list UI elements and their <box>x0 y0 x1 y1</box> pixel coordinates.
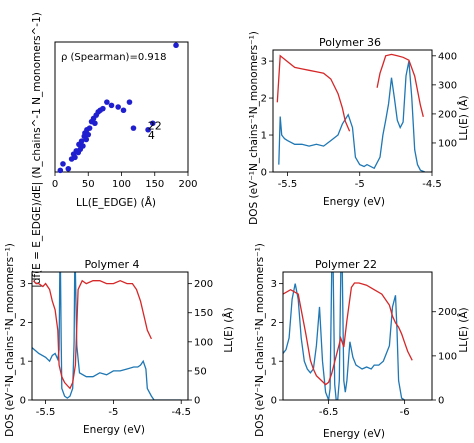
scatter-point <box>173 42 179 49</box>
scatter-panel: |df(E = E_EDGE)/dE| (N_chains^-1 N_monom… <box>31 12 198 288</box>
p36-left-y-tick-label: 1 <box>261 131 267 142</box>
p22-x-tick-label: -6 <box>400 407 410 418</box>
polymer-22-left-y-label: DOS (eV⁻¹N_chains⁻¹N_monomers⁻¹) <box>254 243 266 437</box>
scatter-point <box>85 131 92 138</box>
p4-right-y-tick-label: 150 <box>194 308 213 319</box>
scatter-point <box>57 167 64 174</box>
scatter-point <box>83 136 90 143</box>
p4-left-y-tick-label: 1 <box>20 357 26 368</box>
p4-right-y-tick-label: 50 <box>194 366 207 377</box>
p36-x-tick-label: -5.5 <box>278 179 298 190</box>
p4-x-tick-label: -4.5 <box>171 407 191 418</box>
polymer-4-title: Polymer 4 <box>84 258 139 271</box>
polymer-36-left-y-label: DOS (eV⁻¹N_chains⁻¹N_monomers⁻¹) <box>248 31 260 225</box>
p4-ll-series-line <box>32 279 152 390</box>
p22-plot-frame <box>282 271 433 401</box>
p36-right-y-tick-label: 300 <box>438 80 457 91</box>
p36-x-tick-label: -5 <box>355 179 365 190</box>
p36-right-y-tick-label: 200 <box>438 109 457 120</box>
scatter-point <box>108 102 115 109</box>
polymer-36-right-y-label: LL(E) (Å) <box>457 95 470 140</box>
p22-right-y-tick-label: 0 <box>438 396 444 407</box>
scatter-point <box>115 104 121 110</box>
scatter-x-axis-label: LL(E_EDGE) (Å) <box>76 196 156 209</box>
scatter-point <box>126 99 133 105</box>
scatter-point <box>60 161 66 167</box>
scatter-point <box>92 120 98 127</box>
scatter-y-axis-label: |df(E = E_EDGE)/dE| (N_chains^-1 N_monom… <box>31 12 43 288</box>
p4-right-y-tick-label: 100 <box>194 337 213 348</box>
p4-x-tick-label: -5 <box>108 407 118 418</box>
polymer-36-title: Polymer 36 <box>319 36 381 49</box>
polymer-4-panel: Polymer 4 Energy (eV) DOS (eV⁻¹N_chains⁻… <box>4 243 235 437</box>
polymer-4-right-y-label: LL(E) (Å) <box>222 307 235 352</box>
polymer-4-x-axis-label: Energy (eV) <box>83 424 145 436</box>
p22-right-y-tick-label: 200 <box>438 307 457 318</box>
p36-x-tick-label: -4.5 <box>422 179 442 190</box>
scatter-point <box>120 107 127 114</box>
scatter-point <box>130 125 137 131</box>
scatter-point <box>100 105 106 112</box>
scatter-point <box>72 154 78 161</box>
scatter-point <box>78 138 85 144</box>
polymer-22-title: Polymer 22 <box>315 258 377 271</box>
polymer-36-panel: Polymer 36 Energy (eV) DOS (eV⁻¹N_chains… <box>248 31 470 225</box>
scatter-point <box>145 126 151 133</box>
scatter-x-tick-label: 100 <box>112 179 131 190</box>
p36-plot-frame <box>272 49 433 173</box>
p4-x-tick-label: -5.5 <box>36 407 56 418</box>
p22-left-y-tick-label: 2 <box>271 318 277 329</box>
p36-right-y-tick-label: 100 <box>438 138 457 149</box>
scatter-point <box>65 165 72 172</box>
p4-plot-frame <box>31 271 189 401</box>
scatter-x-tick-label: 200 <box>178 179 197 190</box>
p22-dos-series-line <box>283 272 405 400</box>
p22-x-tick-label: -6.5 <box>319 407 339 418</box>
p36-ll-series-line <box>276 54 351 132</box>
scatter-point <box>149 120 156 127</box>
p4-left-y-tick-label: 2 <box>20 318 26 329</box>
scatter-point <box>86 125 93 131</box>
p36-dos-series-line <box>278 60 426 172</box>
polymer-22-right-y-label: LL(E) (Å) <box>457 307 470 352</box>
spearman-annotation: ρ (Spearman)=0.918 <box>61 52 166 63</box>
p36-left-y-tick-label: 3 <box>261 57 267 68</box>
p4-left-y-tick-label: 3 <box>20 279 26 290</box>
polymer-4-left-y-label: DOS (eV⁻¹N_chains⁻¹N_monomers⁻¹) <box>4 243 16 437</box>
p4-left-y-tick-label: 0 <box>20 396 26 407</box>
polymer-22-x-axis-label: Energy (eV) <box>323 428 385 440</box>
scatter-x-tick-label: 0 <box>52 179 58 190</box>
p36-right-y-tick-label: 400 <box>438 51 457 62</box>
p22-left-y-tick-label: 0 <box>271 396 277 407</box>
scatter-x-tick-label: 150 <box>145 179 164 190</box>
p36-left-y-tick-label: 0 <box>261 168 267 179</box>
scatter-point <box>80 143 86 149</box>
p22-left-y-tick-label: 1 <box>271 357 277 368</box>
p36-left-y-tick-label: 2 <box>261 94 267 105</box>
p4-right-y-tick-label: 0 <box>194 396 200 407</box>
p36-ll-series-line <box>376 53 424 117</box>
p22-right-y-tick-label: 100 <box>438 351 457 362</box>
scatter-point-label: 4 <box>148 129 155 142</box>
p4-dos-series-line <box>32 272 182 400</box>
scatter-point <box>104 99 110 105</box>
polymer-22-panel: Polymer 22 Energy (eV) DOS (eV⁻¹N_chains… <box>254 243 470 440</box>
p22-left-y-tick-label: 3 <box>271 279 277 290</box>
polymer-36-x-axis-label: Energy (eV) <box>323 196 385 208</box>
scatter-x-tick-label: 50 <box>82 179 95 190</box>
p22-ll-series-line <box>283 282 413 386</box>
scatter-point-label: 22 <box>148 119 162 132</box>
p4-right-y-tick-label: 200 <box>194 279 213 290</box>
